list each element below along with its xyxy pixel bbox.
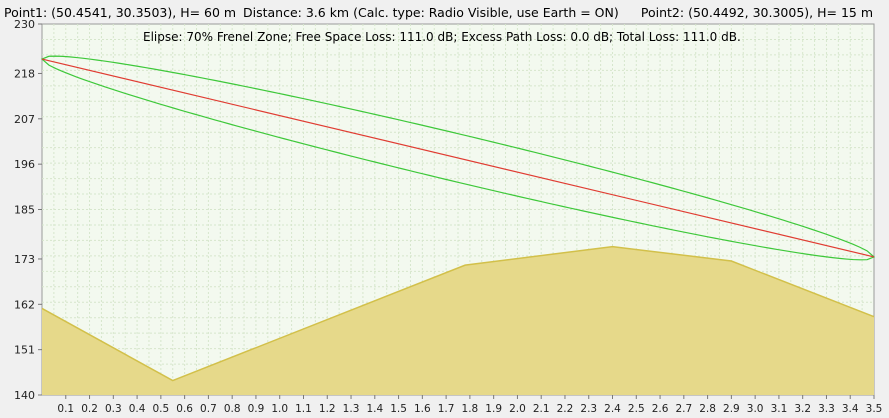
x-tick-label: 2.5 xyxy=(628,403,645,415)
y-tick-label: 173 xyxy=(14,253,35,266)
x-tick-label: 2.9 xyxy=(723,403,740,415)
point2-info: Point2: (50.4492, 30.3005), H= 15 m xyxy=(640,5,873,20)
loss-summary: Elipse: 70% Frenel Zone; Free Space Loss… xyxy=(143,30,741,44)
x-tick-label: 0.9 xyxy=(248,403,265,415)
y-tick-label: 162 xyxy=(14,298,35,311)
x-tick-label: 1.4 xyxy=(366,403,383,415)
y-axis: 140 151 162 173 185 196 207 218 230 xyxy=(14,18,42,402)
x-tick-label: 3.0 xyxy=(747,403,764,415)
y-tick-label: 230 xyxy=(14,18,35,31)
x-tick-label: 3.1 xyxy=(771,403,788,415)
profile-header: Point1: (50.4541, 30.3503), H= 60 m Dist… xyxy=(0,0,889,24)
line-of-sight xyxy=(41,58,875,258)
x-tick-label: 3.4 xyxy=(842,403,859,415)
x-tick-label: 3.3 xyxy=(818,403,835,415)
point1-info: Point1: (50.4541, 30.3503), H= 60 m xyxy=(4,5,237,20)
x-tick-label: 2.0 xyxy=(509,403,526,415)
x-tick-label: 2.8 xyxy=(699,403,716,415)
x-axis: 0.1 0.2 0.3 0.4 0.5 0.6 0.7 0.8 0.9 1.0 1.1 1.2 1.3 1… xyxy=(57,395,882,415)
y-tick-label: 196 xyxy=(14,158,35,171)
x-tick-label: 0.7 xyxy=(200,403,217,415)
x-tick-label: 2.1 xyxy=(533,403,550,415)
x-tick-label: 0.3 xyxy=(105,403,122,415)
x-tick-label: 0.6 xyxy=(176,403,193,415)
x-tick-label: 2.6 xyxy=(652,403,669,415)
x-tick-label: 0.1 xyxy=(57,403,74,415)
x-tick-label: 0.8 xyxy=(224,403,241,415)
x-tick-label: 1.6 xyxy=(414,403,431,415)
x-tick-label: 2.2 xyxy=(557,403,574,415)
y-tick-label: 151 xyxy=(14,344,35,357)
x-tick-label: 3.2 xyxy=(794,403,811,415)
x-tick-label: 1.8 xyxy=(462,403,479,415)
y-tick-label: 218 xyxy=(14,67,35,80)
y-tick-label: 207 xyxy=(14,113,35,126)
x-tick-label: 1.5 xyxy=(390,403,407,415)
x-tick-label: 1.3 xyxy=(343,403,360,415)
x-tick-label: 0.5 xyxy=(153,403,170,415)
x-tick-label: 2.3 xyxy=(580,403,597,415)
x-tick-label: 1.7 xyxy=(438,403,455,415)
y-tick-label: 140 xyxy=(14,389,35,402)
x-tick-label: 0.2 xyxy=(81,403,98,415)
x-tick-label: 2.4 xyxy=(604,403,621,415)
x-tick-label: 1.9 xyxy=(485,403,502,415)
terrain-area xyxy=(42,246,874,395)
terrain-profile-line xyxy=(41,245,875,382)
fresnel-zone-ellipse xyxy=(40,55,876,261)
x-tick-label: 1.0 xyxy=(271,403,288,415)
y-tick-label: 185 xyxy=(14,204,35,217)
distance-info: Distance: 3.6 km (Calc. type: Radio Visi… xyxy=(243,5,619,20)
x-tick-label: 1.1 xyxy=(295,403,312,415)
x-tick-label: 0.4 xyxy=(129,403,146,415)
x-tick-label: 1.2 xyxy=(319,403,336,415)
x-tick-label: 3.5 xyxy=(866,403,883,415)
x-tick-label: 2.7 xyxy=(675,403,692,415)
